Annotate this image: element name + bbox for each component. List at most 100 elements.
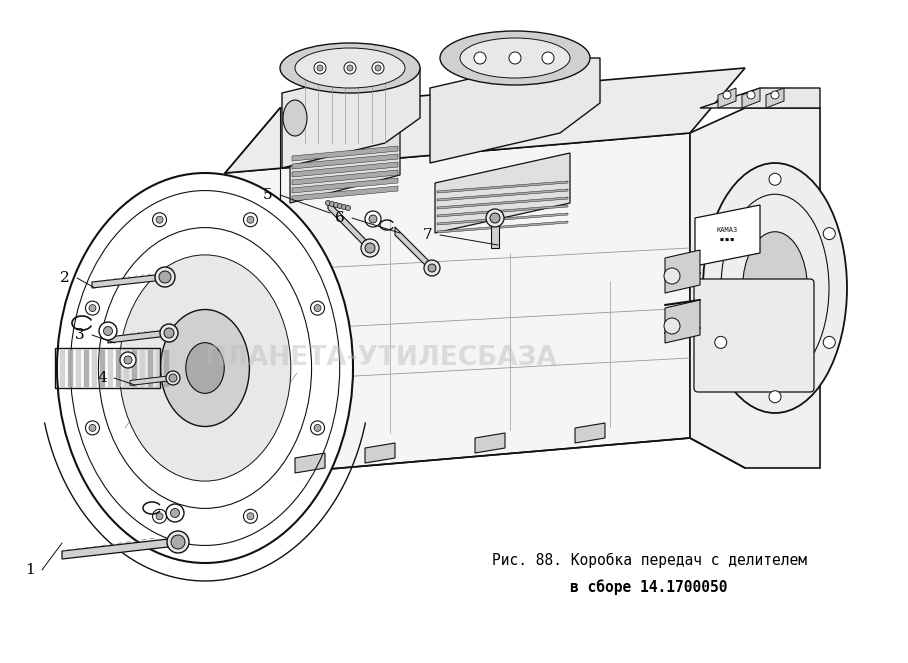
Polygon shape [225, 133, 690, 478]
Text: ■ ■ ■: ■ ■ ■ [720, 238, 734, 242]
Polygon shape [491, 218, 499, 248]
Circle shape [509, 52, 521, 64]
Circle shape [361, 239, 379, 257]
Circle shape [85, 301, 100, 315]
Circle shape [338, 204, 342, 208]
Circle shape [171, 535, 185, 549]
Circle shape [89, 304, 96, 312]
Text: КАМАЗ: КАМАЗ [716, 227, 737, 233]
Text: 3: 3 [75, 328, 84, 342]
Circle shape [824, 336, 835, 348]
Polygon shape [395, 227, 432, 272]
Polygon shape [437, 221, 568, 233]
Circle shape [314, 304, 321, 312]
Circle shape [375, 65, 381, 71]
Circle shape [372, 62, 384, 74]
Circle shape [474, 52, 486, 64]
Polygon shape [62, 538, 177, 559]
Polygon shape [690, 108, 820, 468]
Circle shape [333, 202, 339, 208]
Polygon shape [130, 375, 172, 385]
FancyBboxPatch shape [694, 279, 814, 392]
Polygon shape [700, 88, 820, 108]
Circle shape [424, 260, 440, 276]
Circle shape [314, 424, 321, 432]
Polygon shape [695, 205, 760, 266]
Ellipse shape [440, 31, 590, 85]
Circle shape [247, 216, 254, 223]
Ellipse shape [743, 232, 807, 344]
Circle shape [99, 322, 117, 340]
Circle shape [542, 52, 554, 64]
Circle shape [104, 326, 113, 335]
Polygon shape [430, 58, 600, 163]
Circle shape [311, 301, 324, 315]
Circle shape [490, 213, 500, 223]
Ellipse shape [703, 163, 847, 413]
Polygon shape [108, 330, 168, 343]
Circle shape [317, 65, 323, 71]
Circle shape [664, 318, 680, 334]
Text: 7: 7 [423, 228, 433, 242]
Text: 2: 2 [60, 271, 70, 285]
Ellipse shape [161, 310, 250, 426]
Ellipse shape [283, 100, 307, 136]
Circle shape [314, 62, 326, 74]
Circle shape [747, 91, 755, 99]
Circle shape [164, 328, 174, 338]
Ellipse shape [186, 343, 224, 393]
Ellipse shape [280, 43, 420, 93]
Polygon shape [292, 170, 398, 185]
Circle shape [247, 512, 254, 520]
Polygon shape [437, 181, 568, 193]
Circle shape [166, 371, 180, 385]
Polygon shape [365, 443, 395, 463]
Circle shape [169, 374, 177, 382]
Circle shape [311, 421, 324, 435]
Circle shape [486, 209, 504, 227]
Polygon shape [290, 125, 400, 203]
Polygon shape [225, 68, 745, 173]
Text: 4: 4 [97, 371, 107, 385]
Polygon shape [292, 178, 398, 193]
Circle shape [715, 336, 726, 348]
Polygon shape [665, 300, 700, 343]
Circle shape [89, 424, 96, 432]
Circle shape [155, 267, 175, 287]
Circle shape [325, 200, 331, 206]
Circle shape [330, 202, 334, 206]
Polygon shape [292, 162, 398, 177]
Polygon shape [742, 88, 760, 108]
Circle shape [344, 62, 356, 74]
Polygon shape [437, 197, 568, 209]
Polygon shape [766, 88, 784, 108]
Polygon shape [437, 189, 568, 201]
Ellipse shape [57, 173, 353, 563]
Circle shape [715, 227, 726, 239]
Text: 6: 6 [335, 211, 345, 225]
Circle shape [347, 65, 353, 71]
Circle shape [243, 509, 258, 523]
Ellipse shape [119, 255, 291, 481]
Text: Рис. 88. Коробка передач с делителем: Рис. 88. Коробка передач с делителем [492, 553, 806, 568]
Circle shape [428, 264, 436, 272]
Circle shape [156, 216, 163, 223]
Circle shape [369, 215, 377, 223]
Ellipse shape [295, 48, 405, 88]
Polygon shape [328, 201, 370, 252]
Polygon shape [437, 213, 568, 225]
Circle shape [120, 352, 136, 368]
Polygon shape [665, 250, 700, 293]
Circle shape [124, 356, 132, 364]
Circle shape [167, 531, 189, 553]
Circle shape [156, 512, 163, 520]
Circle shape [85, 421, 100, 435]
Circle shape [365, 211, 381, 227]
Ellipse shape [460, 38, 570, 78]
Circle shape [160, 324, 178, 342]
Polygon shape [435, 153, 570, 233]
Polygon shape [295, 453, 325, 473]
Circle shape [243, 213, 258, 227]
Polygon shape [575, 423, 605, 443]
Polygon shape [437, 205, 568, 217]
